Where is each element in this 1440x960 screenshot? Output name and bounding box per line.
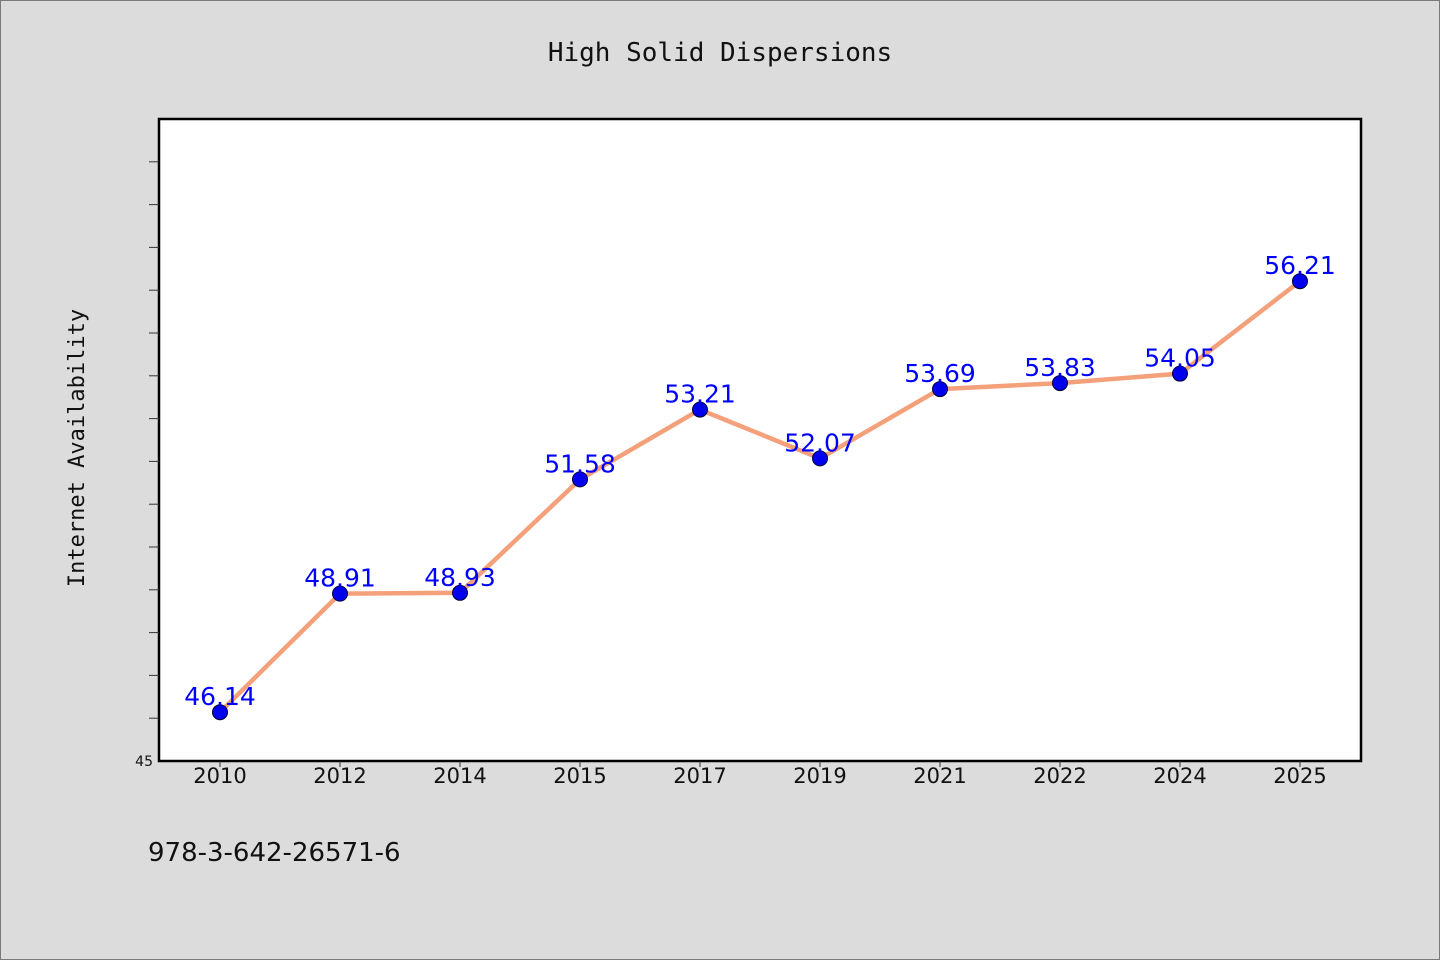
x-tick-label: 2021: [913, 764, 966, 788]
x-tick-label: 2019: [793, 764, 846, 788]
series-line: [217, 278, 1303, 715]
y-axis-ticks: 45: [135, 161, 159, 770]
x-tick-label: 2017: [673, 764, 726, 788]
data-point: [812, 450, 828, 467]
data-label: 53.83: [1024, 353, 1096, 382]
data-point: [572, 471, 588, 488]
footer-code: 978-3-642-26571-6: [148, 838, 401, 868]
y-tick-label: 45: [135, 754, 153, 770]
data-label: 48.91: [304, 564, 376, 593]
data-label: 46.14: [184, 682, 256, 711]
data-label: 48.93: [424, 563, 496, 592]
x-tick-label: 2014: [433, 764, 486, 788]
data-labels: 46.14 48.91 48.93 51.58 53.21 52.07 53.69 53.83…: [184, 251, 1336, 711]
x-tick-label: 2015: [553, 764, 606, 788]
data-point: [932, 381, 948, 398]
data-label: 51.58: [544, 449, 616, 478]
data-point: [1172, 365, 1188, 382]
data-label: 54.05: [1144, 344, 1216, 373]
data-point: [332, 585, 348, 602]
x-tick-label: 2025: [1273, 764, 1326, 788]
data-point: [452, 584, 468, 601]
y-axis-label: Internet Availability: [65, 309, 90, 587]
data-label: 53.21: [664, 380, 736, 409]
data-point: [212, 704, 228, 721]
data-point: [692, 401, 708, 418]
x-tick-label: 2024: [1153, 764, 1206, 788]
data-label: 53.69: [904, 359, 976, 388]
x-tick-label: 2022: [1033, 764, 1086, 788]
data-label: 56.21: [1264, 251, 1336, 280]
plot-area: [157, 117, 1363, 763]
chart-title: High Solid Dispersions: [548, 38, 892, 68]
x-tick-label: 2010: [193, 764, 246, 788]
series-line-group: [212, 273, 1308, 721]
data-label: 52.07: [784, 428, 856, 457]
data-point: [1292, 273, 1308, 290]
x-axis-ticks: 2010 2012 2014 2015 2017 2019 2021 2022 2024 2025: [193, 761, 1327, 788]
x-tick-label: 2012: [313, 764, 366, 788]
data-point: [1052, 375, 1068, 392]
